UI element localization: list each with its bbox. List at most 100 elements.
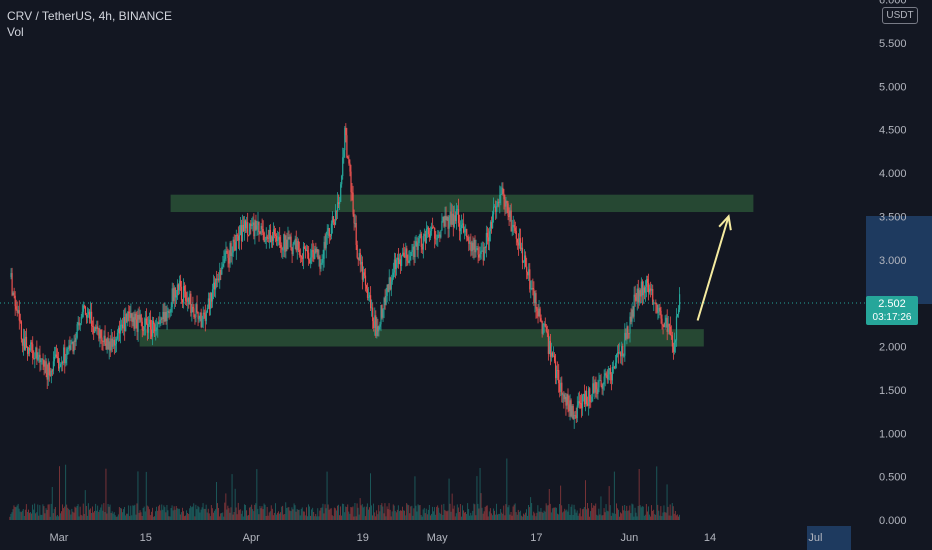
volume-bar — [265, 516, 267, 520]
volume-bar — [297, 509, 299, 520]
candle-body — [342, 157, 344, 176]
candle-body — [350, 171, 352, 192]
volume-bar — [396, 509, 398, 520]
volume-bar — [147, 506, 149, 520]
volume-bar — [433, 511, 434, 520]
candle-body — [216, 278, 218, 281]
volume-bar — [186, 510, 187, 520]
volume-bar — [71, 508, 73, 520]
volume-bar — [207, 508, 209, 520]
volume-bar — [43, 506, 45, 520]
volume-bar — [28, 509, 29, 520]
volume-bar — [169, 516, 171, 520]
volume-bar — [355, 516, 357, 520]
candle-body — [629, 316, 631, 334]
candle-body — [96, 326, 98, 329]
candle-body — [296, 241, 298, 251]
volume-bar — [12, 509, 14, 520]
candle-body — [561, 382, 563, 395]
candle-body — [660, 310, 662, 319]
volume-bar — [410, 506, 412, 520]
candle-body — [83, 305, 85, 307]
candle-body — [362, 272, 364, 280]
candle-body — [386, 284, 388, 296]
candle-body — [71, 341, 73, 344]
volume-bar — [450, 511, 452, 520]
candle-body — [446, 217, 448, 220]
candle-body — [198, 318, 200, 320]
candle-body — [555, 361, 557, 379]
volume-bar — [146, 505, 148, 520]
volume-bar — [110, 513, 112, 520]
volume-bar — [198, 507, 200, 520]
price-tick-label: 4.500 — [879, 125, 907, 137]
candle-body — [86, 314, 89, 318]
candle-body — [201, 319, 203, 328]
candle-body — [624, 332, 626, 356]
candle-body — [472, 242, 474, 250]
candle-body — [36, 347, 38, 360]
volume-bar — [309, 506, 310, 520]
volume-bar — [399, 511, 400, 520]
volume-bar — [462, 505, 463, 520]
candle-body — [87, 311, 90, 315]
volume-bar — [262, 509, 264, 520]
volume-bar — [449, 503, 451, 520]
volume-bar — [285, 502, 287, 520]
volume-bar — [659, 515, 661, 520]
candle-body — [105, 343, 107, 350]
volume-bar — [171, 505, 173, 520]
volume-bar — [19, 511, 21, 520]
candle-body — [106, 338, 108, 350]
volume-bar — [593, 505, 595, 520]
candle-body — [417, 243, 419, 250]
candle-body — [55, 354, 58, 357]
volume-bar — [465, 512, 466, 520]
volume-bar — [205, 504, 207, 520]
candle-body — [233, 239, 235, 242]
volume-bar — [515, 512, 517, 520]
volume-bar — [609, 505, 611, 520]
currency-unit-badge[interactable]: USDT — [882, 7, 918, 24]
candle-body — [142, 330, 144, 331]
candle-body — [637, 288, 639, 303]
candle-body — [363, 272, 365, 276]
volume-bar — [535, 516, 537, 520]
candle-body — [379, 324, 381, 327]
volume-bar — [111, 511, 113, 520]
candle-body — [467, 237, 469, 241]
candle-body — [308, 252, 310, 260]
candle-body — [530, 288, 532, 290]
volume-bar — [129, 516, 131, 520]
volume-bar — [153, 516, 154, 520]
candle-body — [273, 229, 276, 235]
price-tick-label: 1.500 — [879, 385, 907, 397]
volume-bar — [463, 510, 464, 520]
candle-body — [636, 288, 638, 301]
volume-bar — [389, 509, 391, 520]
candle-body — [58, 358, 60, 369]
candle-body — [194, 317, 196, 318]
time-tick-label: 15 — [140, 532, 152, 544]
candle-body — [649, 288, 651, 293]
volume-bar — [218, 508, 219, 520]
candle-body — [620, 352, 622, 357]
candle-body — [558, 370, 560, 384]
candle-body — [679, 294, 681, 310]
candle-body — [102, 341, 104, 342]
candle-body — [550, 352, 553, 357]
volume-bar — [327, 504, 329, 520]
candle-body — [234, 241, 236, 251]
volume-bar — [235, 507, 237, 520]
volume-bar — [508, 505, 510, 520]
volume-bar — [412, 515, 414, 520]
volume-bar — [554, 507, 555, 520]
volume-bar — [112, 513, 114, 520]
candle-body — [244, 220, 246, 231]
candle-body — [582, 394, 585, 396]
volume-bar — [123, 509, 124, 520]
candle-body — [341, 176, 343, 185]
candle-body — [595, 382, 597, 390]
candle-body — [126, 314, 128, 322]
